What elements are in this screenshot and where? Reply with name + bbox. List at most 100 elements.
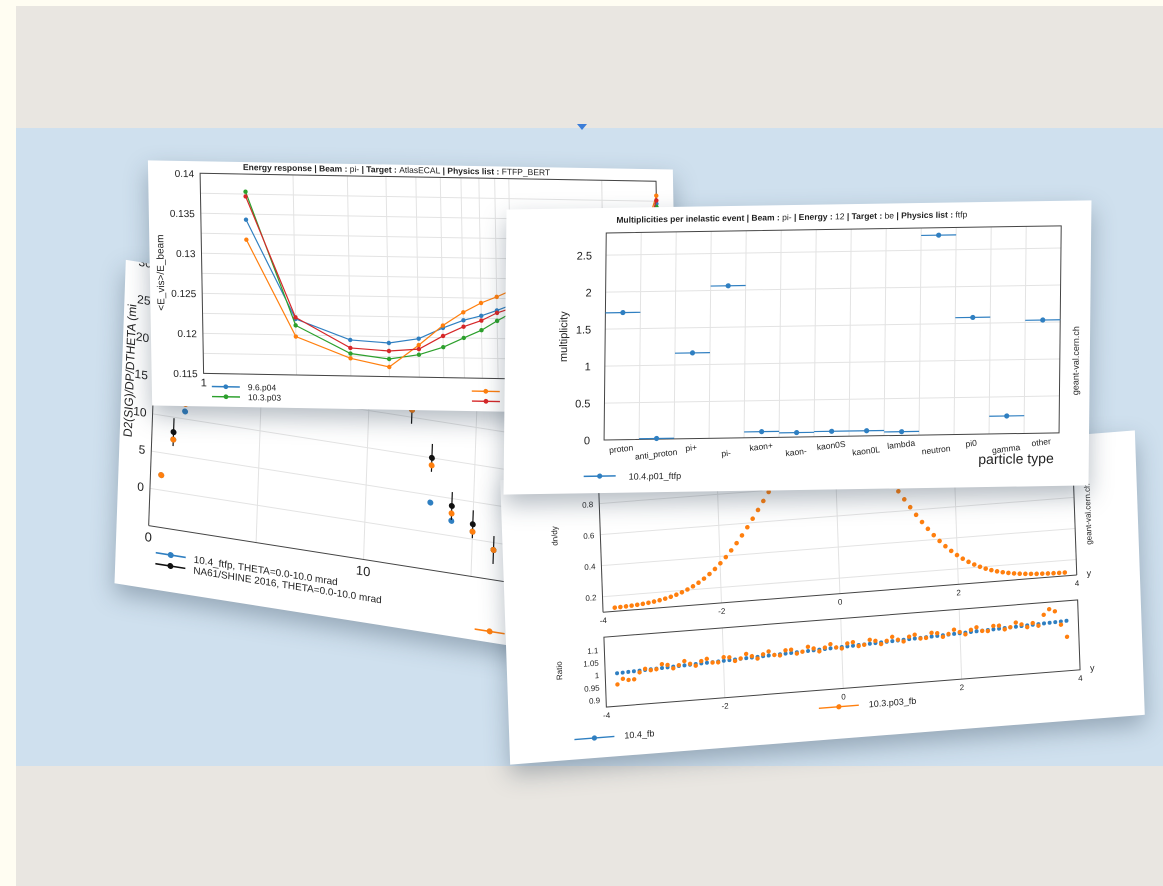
ratio-data-point xyxy=(760,652,766,657)
rap-data-point xyxy=(629,603,634,608)
rap-data-point xyxy=(1051,570,1056,576)
energy-data-point xyxy=(293,315,298,320)
mult-plot-frame xyxy=(603,225,1062,441)
rap-data-point xyxy=(983,566,988,571)
ratio-data-point xyxy=(862,642,867,648)
rap-data-point xyxy=(739,533,745,538)
energy-data-point xyxy=(243,194,248,199)
rap-data-point xyxy=(618,604,623,610)
rap-data-point xyxy=(657,597,662,603)
xs-legend-marker xyxy=(167,552,174,559)
rap-x-tick-label: -2 xyxy=(718,607,726,617)
ratio-data-point xyxy=(912,636,917,641)
ratio-data-point xyxy=(996,623,1002,628)
ratio-data-point xyxy=(615,682,620,687)
rap-data-point xyxy=(960,556,966,562)
rap-data-point xyxy=(734,540,739,546)
rap-data-point xyxy=(931,532,937,538)
ratio-data-point xyxy=(626,677,631,683)
mult-vgrid xyxy=(1023,226,1027,434)
ratio-data-point xyxy=(788,647,794,652)
ratio-y-tick-label: 0.9 xyxy=(589,696,601,706)
ratio-data-point xyxy=(957,629,962,635)
rap-data-point xyxy=(989,567,994,573)
mult-data-point xyxy=(970,314,976,321)
energy-data-point xyxy=(416,336,421,341)
ratio-data-point xyxy=(867,641,872,646)
ratio-data-point xyxy=(1008,625,1013,630)
energy-y-tick-label: 0.12 xyxy=(177,329,197,340)
ratio-data-point xyxy=(878,641,884,647)
energy-data-point xyxy=(479,328,484,333)
ratio-data-point xyxy=(946,631,951,637)
rap-data-point xyxy=(1045,571,1051,576)
rap-x-tick-label: 2 xyxy=(956,588,961,597)
rap-x-axis xyxy=(603,574,1077,613)
mult-vgrid xyxy=(988,226,992,435)
ratio-data-point xyxy=(974,629,979,634)
rap-data-point xyxy=(913,512,919,518)
rap-data-point xyxy=(766,489,771,495)
ratio-data-point xyxy=(991,627,996,632)
energy-data-point xyxy=(654,193,659,198)
rap-x-tick-label: 4 xyxy=(1075,579,1080,588)
ratio-data-point xyxy=(889,634,895,640)
mult-category-label: kaon0L xyxy=(852,444,881,457)
rap-data-point xyxy=(1023,571,1028,577)
ratio-data-point xyxy=(648,667,653,673)
rap-data-point xyxy=(755,507,761,513)
ratio-data-point xyxy=(851,643,856,648)
ratio-data-point xyxy=(766,653,771,658)
rap-data-point xyxy=(901,497,907,502)
mult-y-tick-label: 1 xyxy=(585,361,591,373)
energy-data-point xyxy=(348,351,353,356)
mult-data-point xyxy=(1004,413,1010,419)
mult-y-axis-label: multiplicity xyxy=(558,311,571,362)
energy-data-point xyxy=(416,342,421,348)
rap-data-point xyxy=(994,569,1000,574)
rap-data-point xyxy=(646,600,651,606)
rap-data-point xyxy=(1062,570,1068,575)
ratio-data-point xyxy=(906,634,912,639)
energy-data-point xyxy=(348,356,353,361)
energy-data-point xyxy=(348,345,353,351)
ratio-data-point xyxy=(682,663,687,668)
xs-data-point xyxy=(448,510,455,517)
energy-data-point xyxy=(440,333,446,339)
ratio-data-point xyxy=(1053,620,1058,625)
ratio-data-point xyxy=(817,649,822,654)
xs-x-tick-label: 0 xyxy=(144,529,152,545)
energy-hgrid xyxy=(200,192,657,202)
rap-data-point xyxy=(712,566,718,572)
xs-y-tick-label: 10 xyxy=(133,404,147,420)
ratio-vgrid xyxy=(958,609,963,680)
ratio-data-point xyxy=(631,677,637,682)
ratio-x-tick-label: 4 xyxy=(1078,674,1083,683)
ratio-data-point xyxy=(682,658,687,664)
ratio-gridlines xyxy=(603,599,1081,708)
rap-data-point xyxy=(728,548,734,553)
ratio-data-point xyxy=(710,660,715,665)
ratio-data-point xyxy=(822,645,828,650)
ratio-data-point xyxy=(980,628,985,634)
ratio-data-point xyxy=(806,648,811,653)
ratio-x-tick-label: -4 xyxy=(603,711,611,721)
ratio-data-point xyxy=(912,632,917,637)
ratio-data-point xyxy=(659,661,665,667)
energy-data-point xyxy=(461,324,466,329)
energy-data-point xyxy=(441,344,446,350)
ratio-data-point xyxy=(676,663,682,668)
ratio-data-point xyxy=(850,639,856,645)
mult-category-label: proton xyxy=(609,442,634,455)
ratio-data-point xyxy=(890,639,895,644)
rap-data-point xyxy=(925,526,931,532)
ratio-data-point xyxy=(1046,606,1052,612)
ratio-data-point xyxy=(620,670,625,675)
rap-y-tick-label: 0.2 xyxy=(585,593,597,603)
mult-legend-label: 10.4.p01_ftfp xyxy=(629,471,682,482)
energy-chart-title: Energy response | Beam : pi- | Target : … xyxy=(243,162,550,177)
rap-data-point xyxy=(1006,570,1011,576)
rap-data-point xyxy=(696,580,701,586)
xs-x-tick-label: 10 xyxy=(356,562,371,579)
ratio-data-point xyxy=(952,631,957,636)
